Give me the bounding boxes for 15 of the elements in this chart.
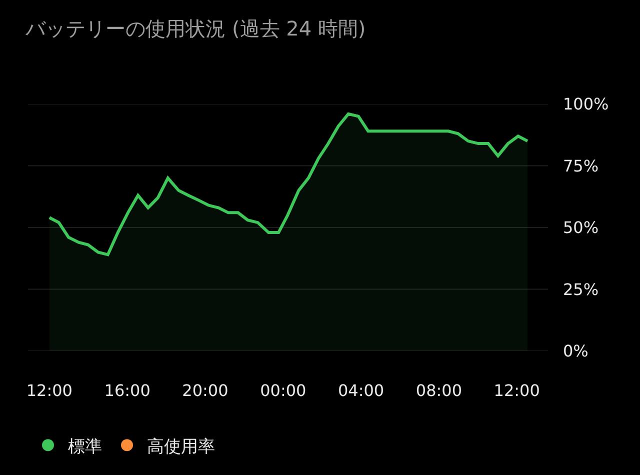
x-tick-label: 12:00 <box>494 381 540 400</box>
x-tick-label: 04:00 <box>338 381 384 400</box>
legend-label: 高使用率 <box>147 436 215 457</box>
y-tick-label: 50% <box>563 218 599 238</box>
x-tick-label: 20:00 <box>182 381 228 400</box>
legend-label: 標準 <box>68 436 102 457</box>
y-tick-label: 100% <box>563 94 609 114</box>
y-tick-label: 75% <box>563 156 599 176</box>
x-tick-label: 08:00 <box>416 381 462 400</box>
x-tick-label: 12:00 <box>26 381 72 400</box>
y-tick-label: 25% <box>563 280 599 299</box>
y-tick-label: 0% <box>563 342 588 361</box>
x-tick-label: 16:00 <box>104 381 150 400</box>
x-tick-label: 00:00 <box>260 381 306 400</box>
chart-title: バッテリーの使用状況 (過去 24 時間) <box>24 16 366 40</box>
